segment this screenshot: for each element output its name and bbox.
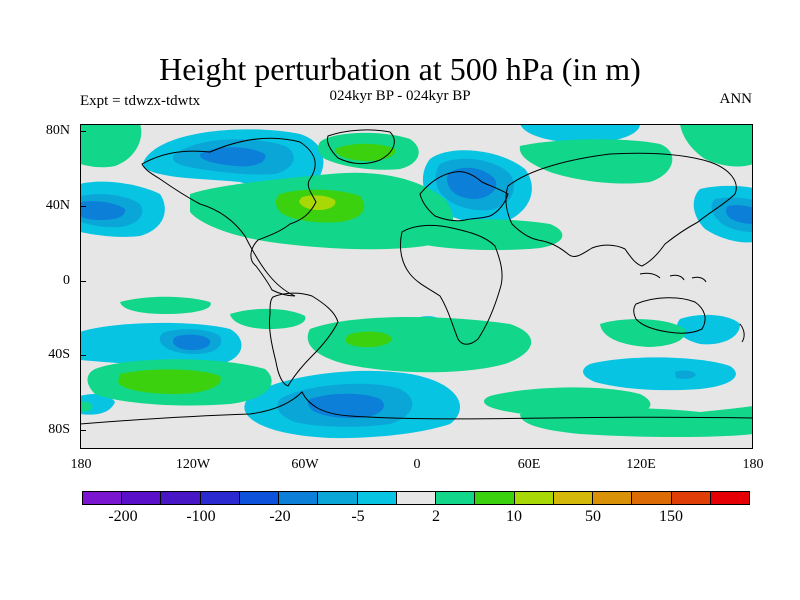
lat-tick (80, 355, 86, 356)
lat-tick (80, 281, 86, 282)
colorbar-swatch (83, 492, 123, 504)
colorbar-swatch (553, 492, 594, 504)
colorbar-label: -100 (186, 508, 216, 525)
lon-label-180w: 180 (70, 457, 92, 472)
colorbar-label: 2 (432, 508, 440, 525)
colorbar-swatch (239, 492, 280, 504)
colorbar-swatch (593, 492, 633, 504)
colorbar-label: -200 (108, 508, 138, 525)
coastlines (79, 129, 754, 425)
colorbar-swatch (122, 492, 162, 504)
lat-label-40s: 40S (48, 347, 70, 362)
lat-label-80n: 80N (45, 123, 70, 138)
colorbar-swatch (396, 492, 437, 504)
lat-label-0: 0 (63, 273, 70, 288)
colorbar-swatch (436, 492, 476, 504)
lat-tick (80, 206, 86, 207)
colorbar-swatch (514, 492, 554, 504)
lon-label-120e: 120E (626, 457, 656, 472)
colorbar-label: -5 (351, 508, 365, 525)
height-perturbation-map (79, 124, 754, 449)
colorbar-label: 10 (506, 508, 522, 525)
lon-label-0: 0 (413, 457, 421, 472)
experiment-label: Expt = tdwzx-tdwtx (80, 93, 201, 109)
colorbar-label: -20 (269, 508, 291, 525)
plot-subtitle: 024kyr BP - 024kyr BP (329, 88, 471, 104)
lon-label-60w: 60W (291, 457, 319, 472)
colorbar-swatch (671, 492, 711, 504)
colorbar (82, 491, 750, 505)
colorbar-swatch (318, 492, 358, 504)
lat-label-80s: 80S (48, 422, 70, 437)
lat-tick (80, 131, 86, 132)
season-label: ANN (719, 91, 753, 107)
colorbar-swatch (200, 492, 240, 504)
colorbar-swatch (161, 492, 201, 504)
lat-label-40n: 40N (45, 198, 70, 213)
lat-tick (80, 430, 86, 431)
lon-label-180e: 180 (742, 457, 764, 472)
colorbar-label: 150 (659, 508, 683, 525)
negative-anomaly-regions (80, 124, 753, 439)
colorbar-swatch (279, 492, 319, 504)
positive-anomaly-regions (80, 124, 753, 437)
colorbar-label: 50 (585, 508, 601, 525)
colorbar-swatch (710, 492, 749, 504)
colorbar-swatch (475, 492, 515, 504)
plot-title: Height perturbation at 500 hPa (in m) (159, 51, 641, 87)
lon-label-120w: 120W (175, 457, 211, 472)
lon-label-60e: 60E (517, 457, 541, 472)
map-area (79, 124, 754, 449)
colorbar-swatch (632, 492, 672, 504)
colorbar-swatch (357, 492, 397, 504)
